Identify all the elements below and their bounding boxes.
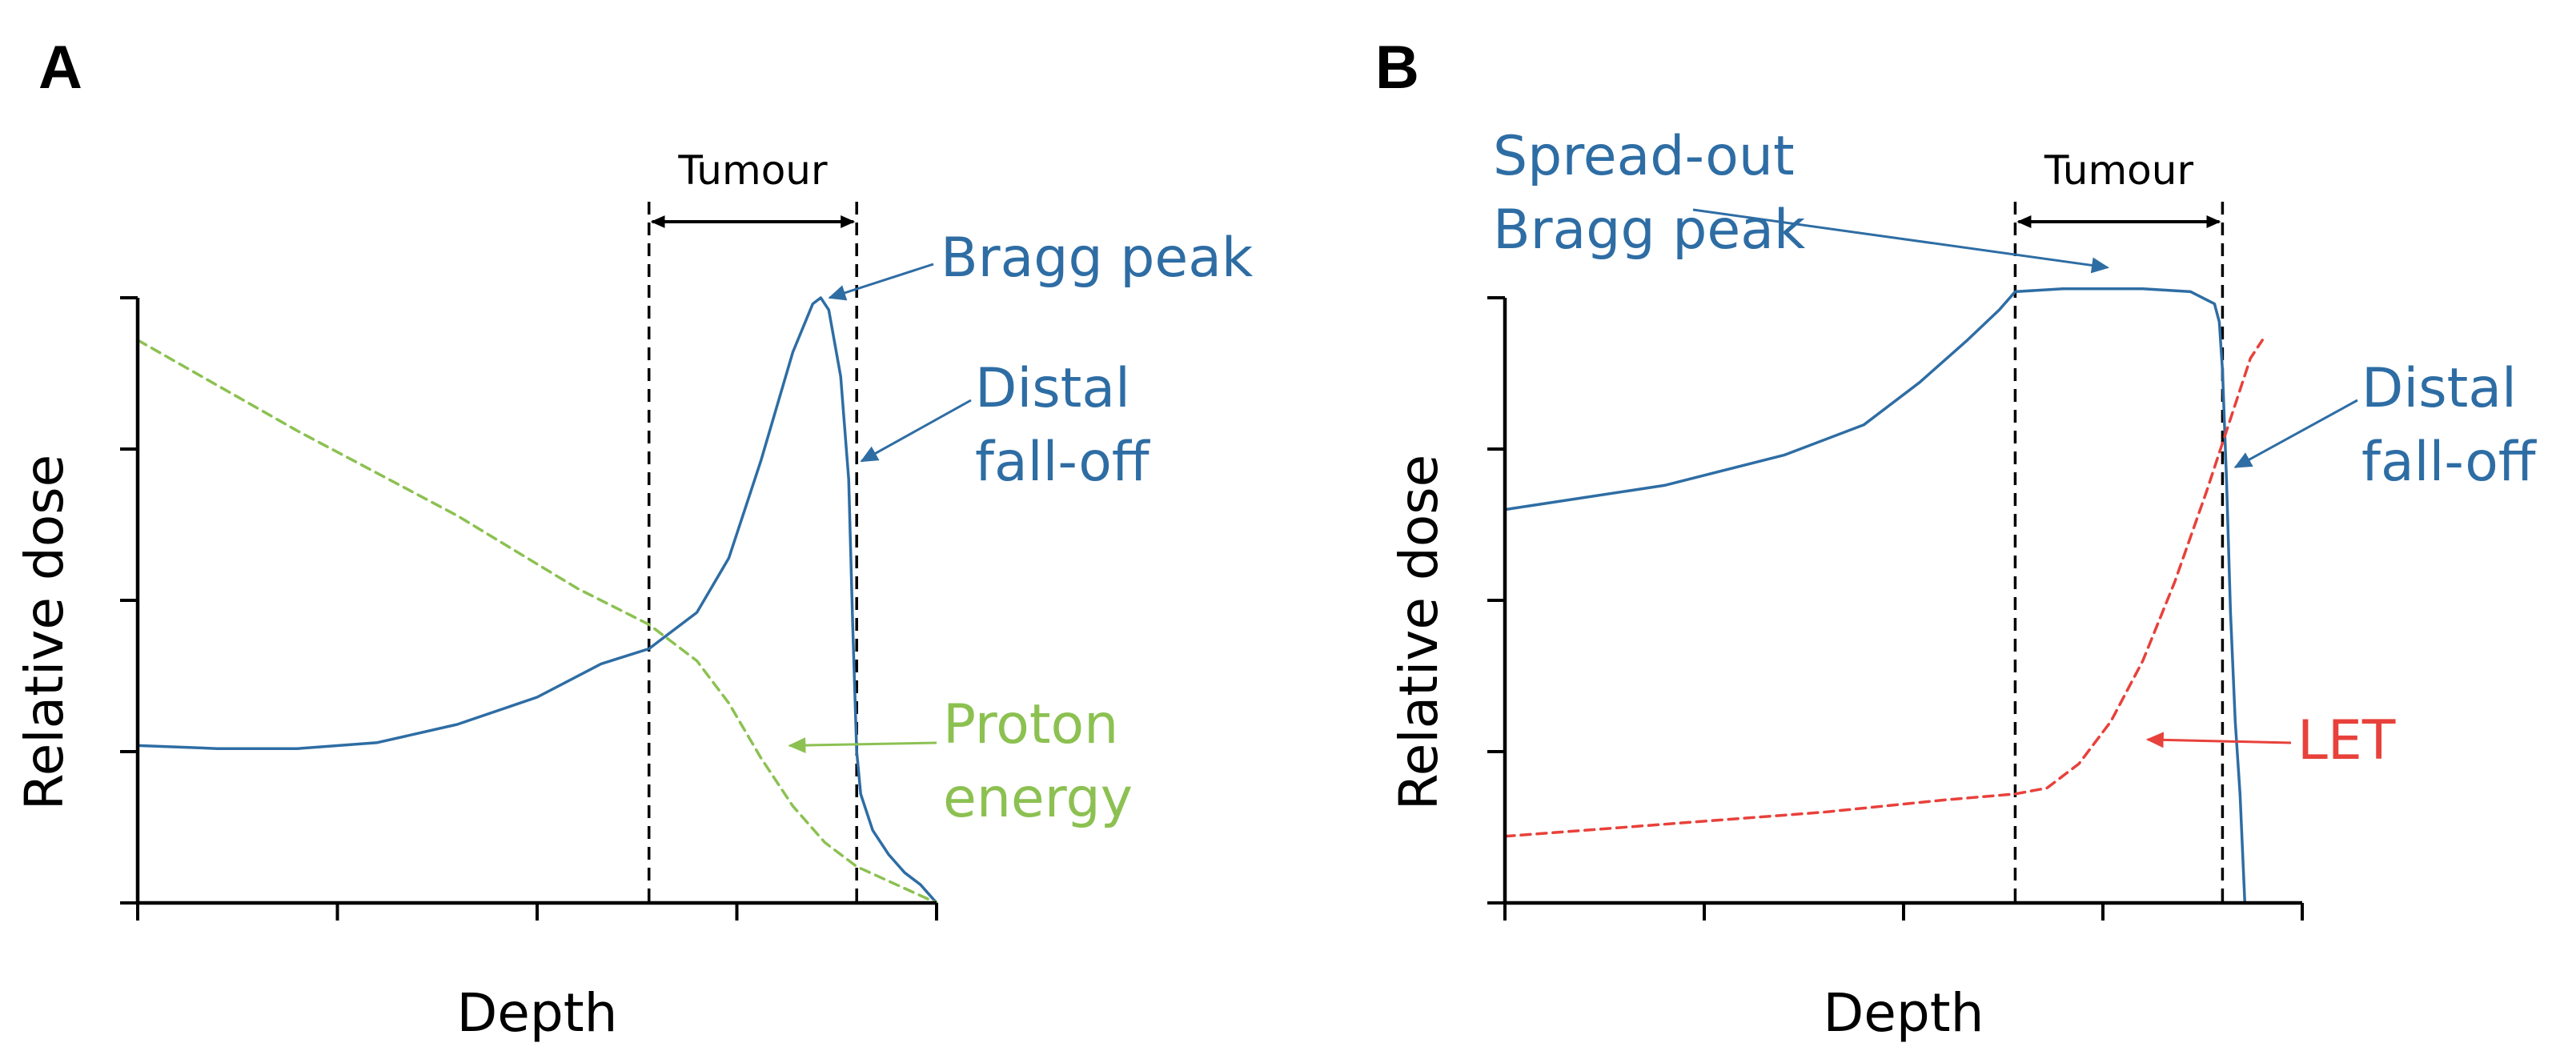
series-group	[136, 296, 938, 905]
let-line	[1503, 339, 2264, 838]
annotation-line: Bragg peak	[1493, 199, 1806, 262]
bragg-peak-annotation: Bragg peak	[941, 227, 1254, 290]
distal-fall-off-annotation: Distal fall-off	[975, 357, 1151, 494]
let-pointer-arrow	[2145, 732, 2292, 748]
panel-b: B Tumour Depth Relative dose Spread-out B…	[1375, 34, 2538, 1044]
annotation-line: Bragg peak	[941, 227, 1254, 290]
x-axis-label: Depth	[1823, 982, 1984, 1044]
relative-dose-line	[1503, 287, 2247, 905]
panel-label-a: A	[38, 34, 82, 102]
y-axis-label: Relative dose	[1388, 455, 1450, 810]
tumour-marker: Tumour	[2016, 147, 2221, 228]
annotation-line: Proton	[943, 693, 1118, 756]
annotation-line: fall-off	[975, 431, 1151, 494]
annotation-line: Spread-out	[1493, 125, 1795, 188]
axes	[120, 296, 938, 921]
y-axis-label: Relative dose	[14, 455, 75, 810]
tumour-label: Tumour	[677, 147, 828, 194]
annotation-line: Distal	[2361, 357, 2517, 420]
spread-out-bragg-peak-pointer-arrow	[1692, 208, 2109, 274]
panel-label-b: B	[1375, 34, 1419, 102]
proton-energy-line	[136, 339, 938, 905]
tumour-marker: Tumour	[650, 147, 856, 228]
annotation-line: fall-off	[2361, 431, 2538, 494]
proton-energy-annotation: Proton energy	[943, 693, 1133, 830]
annotation-line: Distal	[975, 357, 1130, 420]
proton-energy-pointer-arrow	[788, 737, 937, 754]
annotations: Spread-out Bragg peak Distal fall-off LET	[1493, 125, 2538, 772]
relative-dose-line	[136, 296, 938, 905]
tumour-boundaries	[647, 202, 858, 903]
tumour-label: Tumour	[2044, 147, 2194, 194]
panel-a: A Tumour Depth Relative dose Bragg peak D…	[14, 34, 1254, 1044]
distal-fall-off-pointer-arrow	[860, 399, 972, 463]
annotation-line: LET	[2297, 709, 2396, 772]
tumour-boundaries	[2013, 202, 2225, 903]
distal-fall-off-annotation: Distal fall-off	[2361, 357, 2538, 494]
distal-fall-off-pointer-arrow	[2233, 399, 2358, 468]
spread-out-bragg-peak-annotation: Spread-out Bragg peak	[1493, 125, 1806, 262]
bragg-peak-pointer-arrow	[828, 263, 934, 301]
series-group	[1503, 287, 2264, 905]
annotation-line: energy	[943, 767, 1133, 830]
axes	[1487, 296, 2304, 921]
annotations: Bragg peak Distal fall-off Proton energy	[788, 227, 1254, 830]
let-annotation: LET	[2297, 709, 2396, 772]
x-axis-label: Depth	[456, 982, 617, 1044]
